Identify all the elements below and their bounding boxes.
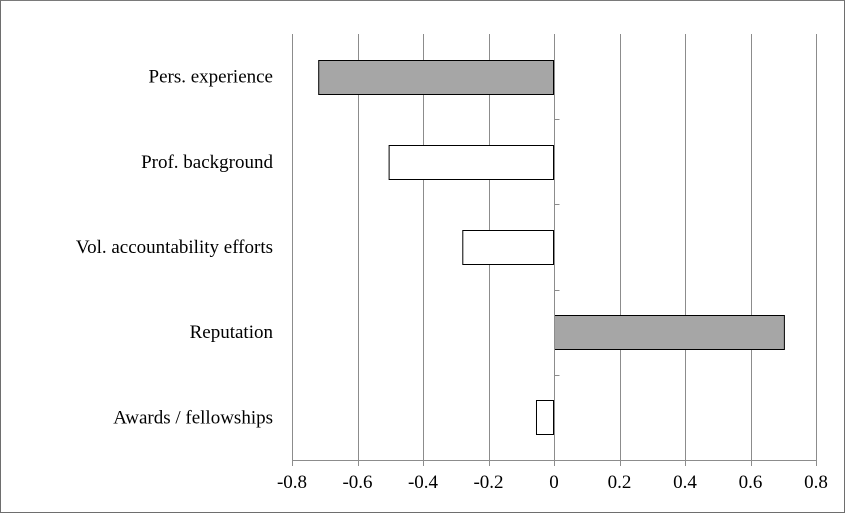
category-label: Prof. background	[141, 152, 273, 173]
x-tick-label: 0.4	[673, 472, 697, 493]
bar-1	[318, 60, 555, 95]
category-label: Pers. experience	[149, 67, 274, 88]
x-tick-label: 0.2	[608, 472, 632, 493]
category-label: Reputation	[190, 322, 274, 343]
category-label: Awards / fellowships	[113, 407, 273, 428]
x-tick-label: -0.8	[277, 472, 307, 493]
x-tick-label: 0	[549, 472, 559, 493]
bar-5	[535, 400, 554, 435]
x-tick-label: -0.2	[473, 472, 503, 493]
x-tick-label: 0.6	[739, 472, 763, 493]
x-tick-label: -0.6	[342, 472, 372, 493]
x-tick-label: -0.4	[408, 472, 439, 493]
bar-2	[388, 145, 554, 180]
x-tick-label: 0.8	[804, 472, 828, 493]
bar-4	[554, 315, 785, 350]
category-label: Vol. accountability efforts	[76, 237, 273, 258]
bar-3	[462, 230, 554, 265]
